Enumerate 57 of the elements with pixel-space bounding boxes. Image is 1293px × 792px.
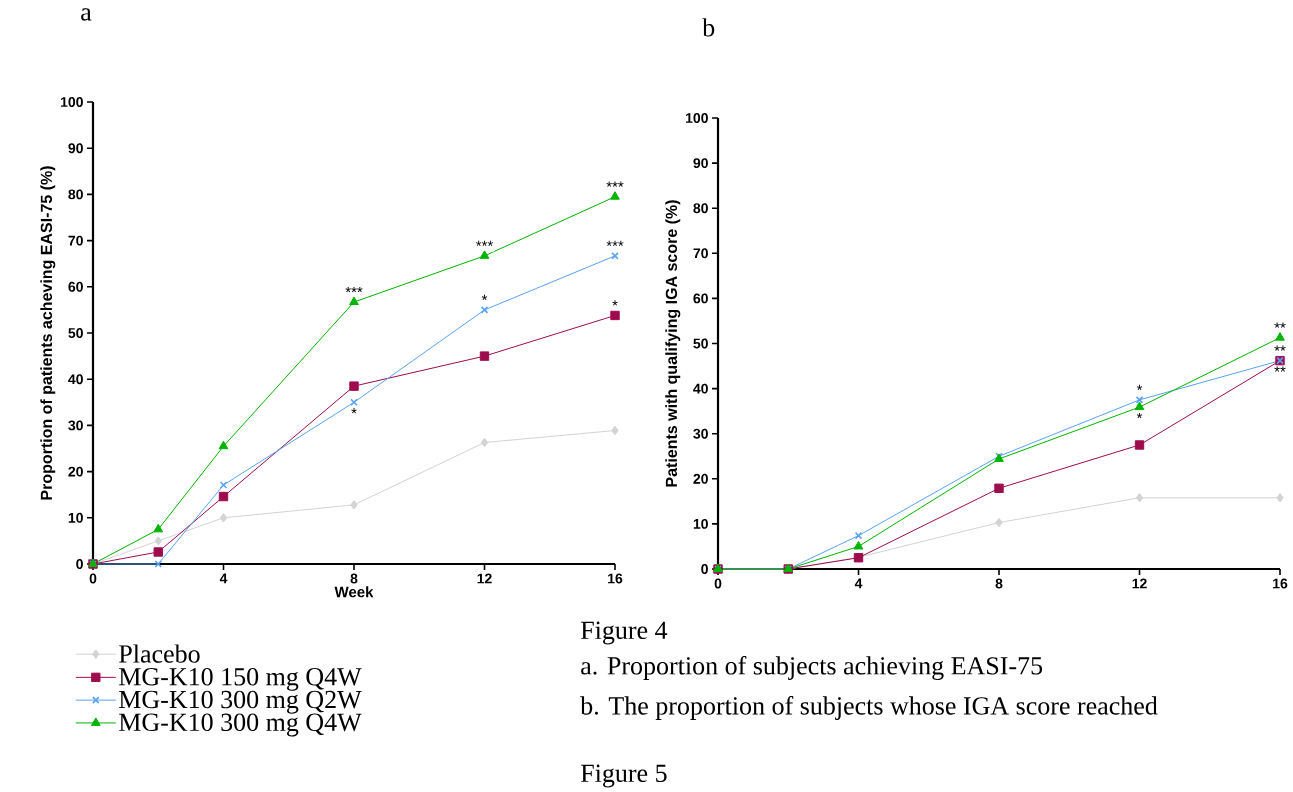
y-tick-label: 90 xyxy=(68,143,83,154)
x-tick-label: 12 xyxy=(1132,578,1147,589)
y-tick-label: 80 xyxy=(693,203,708,214)
y-tick-label: 20 xyxy=(693,473,708,484)
annotation: ** xyxy=(1274,345,1286,351)
x-tick-label: 0 xyxy=(89,573,97,584)
legend-label: MG-K10 150 mg Q4W xyxy=(119,667,362,691)
annotation: ** xyxy=(1274,322,1286,328)
y-tick-label: 90 xyxy=(693,158,708,169)
text: a. Proportion of subjects achieving EASI-75 xyxy=(581,656,1043,680)
annotation: * xyxy=(351,408,357,414)
y-tick-label: 80 xyxy=(68,189,83,200)
caption: Figure 5 xyxy=(580,764,667,788)
y-tick-label: 40 xyxy=(68,374,83,385)
annotation: *** xyxy=(606,240,624,247)
annotation: * xyxy=(612,300,618,306)
y-tick-label: 10 xyxy=(693,518,708,529)
y-tick-label: 100 xyxy=(686,113,708,123)
x-tick-label: 12 xyxy=(477,573,492,584)
annotation: * xyxy=(1136,412,1143,419)
x-tick-label: 4 xyxy=(219,573,228,584)
y-tick-label: 40 xyxy=(693,383,708,394)
y-tick-label: 50 xyxy=(693,338,708,349)
caption: Figure 4 xyxy=(580,621,668,645)
y-tick-label: 30 xyxy=(68,420,83,431)
chart-title: b xyxy=(702,18,715,37)
x-axis-title: Week xyxy=(334,586,374,598)
y-tick-label: 10 xyxy=(68,512,83,523)
y-tick-label: 0 xyxy=(76,559,83,569)
y-tick-label: 70 xyxy=(68,235,83,246)
y-tick-label: 0 xyxy=(701,564,708,574)
x-tick-label: 8 xyxy=(350,573,358,584)
annotation: *** xyxy=(345,286,363,293)
y-tick-label: 60 xyxy=(693,293,708,304)
annotation: ** xyxy=(1274,366,1286,372)
y-tick-label: 30 xyxy=(693,428,708,439)
legend-label: MG-K10 300 mg Q2W xyxy=(119,690,362,714)
y-tick-label: 100 xyxy=(61,97,83,107)
x-tick-label: 16 xyxy=(1273,578,1288,589)
x-tick-label: 16 xyxy=(608,573,623,584)
y-axis-title: Patients with qualifying IGA score (%) xyxy=(665,200,681,487)
x-tick-label: 8 xyxy=(995,578,1003,589)
y-tick-label: 70 xyxy=(693,248,708,259)
annotation: * xyxy=(1136,384,1143,391)
y-tick-label: 50 xyxy=(68,328,83,338)
y-tick-label: 20 xyxy=(68,466,83,477)
annotation: * xyxy=(481,294,488,301)
chart-title: a xyxy=(81,8,92,21)
y-tick-label: 60 xyxy=(68,281,83,292)
annotation: *** xyxy=(475,240,494,247)
x-tick-label: 4 xyxy=(854,578,863,589)
annotation: *** xyxy=(606,181,624,187)
y-axis-title: Proportion of patients acheving EASI-75 (%) xyxy=(40,166,56,500)
text: b. The proportion of subjects whose IGA score reached xyxy=(580,696,1158,720)
legend-label: Placebo xyxy=(119,644,200,663)
x-tick-label: 0 xyxy=(714,578,722,589)
legend-label: MG-K10 300 mg Q4W xyxy=(119,713,362,737)
